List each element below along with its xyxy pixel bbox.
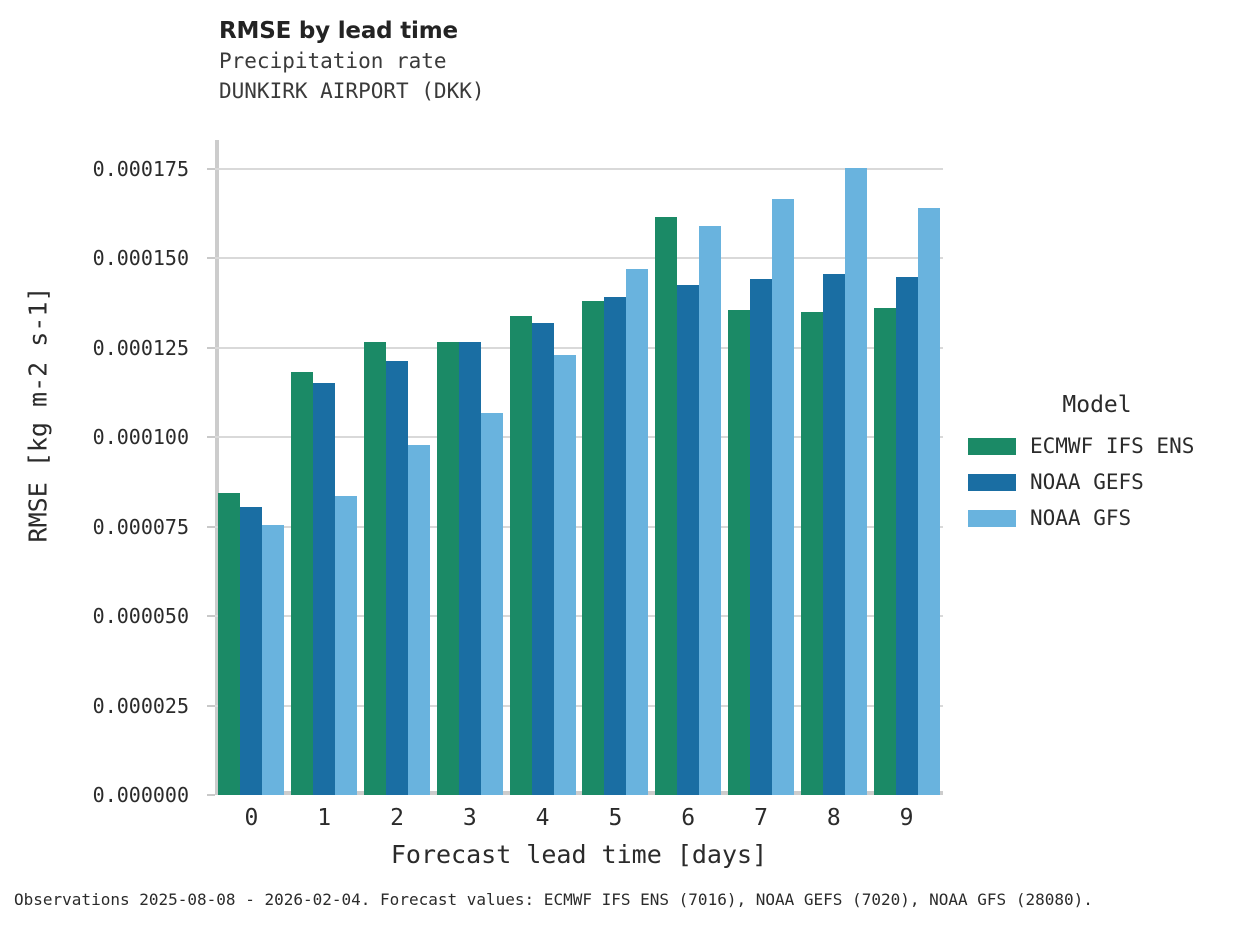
bar[interactable] xyxy=(436,341,459,795)
bar-group xyxy=(361,140,434,795)
bar-group xyxy=(579,140,652,795)
legend: Model ECMWF IFS ENS NOAA GEFS NOAA GFS xyxy=(968,392,1233,536)
bar-group xyxy=(870,140,943,795)
bar[interactable] xyxy=(822,273,845,795)
bar[interactable] xyxy=(917,208,940,795)
bar[interactable] xyxy=(553,355,576,795)
bar[interactable] xyxy=(749,278,772,795)
x-axis-tick-label: 2 xyxy=(390,805,404,831)
bar[interactable] xyxy=(655,217,678,795)
y-axis-tick xyxy=(207,525,215,528)
bar-group xyxy=(215,140,288,795)
bar[interactable] xyxy=(727,309,750,795)
y-axis-tick-label: 0.000050 xyxy=(92,604,189,629)
y-axis-tick-label: 0.000075 xyxy=(92,514,189,539)
legend-swatch-icon xyxy=(968,473,1016,491)
plot-area xyxy=(207,140,943,796)
gridline xyxy=(215,525,943,528)
bar[interactable] xyxy=(699,225,722,795)
y-axis-tick xyxy=(207,615,215,618)
x-axis-tick-label: 8 xyxy=(826,805,841,831)
bar-group xyxy=(506,140,579,795)
x-axis-tick-label: 7 xyxy=(754,805,768,831)
bar[interactable] xyxy=(363,342,386,795)
y-axis-tick-label: 0.000025 xyxy=(92,693,189,718)
y-axis-tick xyxy=(207,346,215,349)
bar[interactable] xyxy=(480,412,503,795)
bar[interactable] xyxy=(626,268,649,795)
x-axis-tick-label: 0 xyxy=(244,805,259,831)
legend-item-label: ECMWF IFS ENS xyxy=(1030,434,1195,458)
x-axis-tick-label: 4 xyxy=(535,805,550,831)
y-axis-tick-label: 0.000000 xyxy=(92,783,189,807)
bar[interactable] xyxy=(677,285,700,795)
chart-subtitle-station: DUNKIRK AIRPORT (DKK) xyxy=(219,79,485,103)
bar[interactable] xyxy=(604,296,627,795)
y-axis-tick-label: 0.000125 xyxy=(92,335,189,360)
legend-item-label: NOAA GEFS xyxy=(1030,470,1144,494)
bar[interactable] xyxy=(531,322,554,795)
legend-item[interactable]: ECMWF IFS ENS xyxy=(968,428,1233,464)
legend-item[interactable]: NOAA GEFS xyxy=(968,464,1233,500)
legend-item[interactable]: NOAA GFS xyxy=(968,500,1233,536)
x-axis-tick-label: 1 xyxy=(317,805,332,831)
bar[interactable] xyxy=(800,311,823,795)
bar-group xyxy=(433,140,506,795)
bar[interactable] xyxy=(771,199,794,795)
bar-group xyxy=(652,140,725,795)
gridline xyxy=(215,257,943,260)
y-axis-tick xyxy=(207,436,215,439)
chart-subtitle-variable: Precipitation rate xyxy=(219,49,447,73)
x-axis-tick-label: 6 xyxy=(681,805,696,831)
gridline xyxy=(215,436,943,439)
gridline xyxy=(215,346,943,349)
bar[interactable] xyxy=(895,277,918,795)
gridline xyxy=(215,167,943,170)
legend-swatch-icon xyxy=(968,437,1016,455)
bar[interactable] xyxy=(844,167,867,795)
bar[interactable] xyxy=(240,506,263,795)
x-axis-line xyxy=(215,791,943,795)
bar-group xyxy=(797,140,870,795)
gridline xyxy=(215,615,943,618)
page-title: RMSE by lead time xyxy=(219,18,458,44)
bar-group xyxy=(288,140,361,795)
y-axis-tick xyxy=(207,257,215,260)
bar[interactable] xyxy=(262,524,285,795)
y-axis-tick xyxy=(207,167,215,170)
bar[interactable] xyxy=(582,301,605,795)
legend-title: Model xyxy=(1062,392,1132,418)
y-axis-tick-label: 0.000150 xyxy=(92,246,189,271)
y-axis-tick xyxy=(207,704,215,707)
bar[interactable] xyxy=(458,341,481,795)
x-axis-tick-label: 5 xyxy=(608,805,623,831)
bar[interactable] xyxy=(291,372,314,795)
bar[interactable] xyxy=(407,445,430,795)
bar[interactable] xyxy=(335,495,358,795)
gridline xyxy=(215,704,943,707)
y-axis-line xyxy=(215,140,219,795)
footer-note: Observations 2025-08-08 - 2026-02-04. Fo… xyxy=(14,890,1093,909)
title-block: RMSE by lead time Precipitation rate DUN… xyxy=(219,16,485,106)
x-axis-tick-label: 9 xyxy=(899,805,914,831)
bar[interactable] xyxy=(385,361,408,795)
bar[interactable] xyxy=(509,316,532,795)
legend-swatch-icon xyxy=(968,509,1016,527)
bar[interactable] xyxy=(313,382,336,795)
y-axis-title: RMSE [kg m-2 s-1] xyxy=(23,286,53,543)
y-axis-tick-label: 0.000175 xyxy=(92,156,189,181)
y-axis-tick-label: 0.000100 xyxy=(92,425,189,450)
y-axis-tick xyxy=(207,794,215,796)
bar-group xyxy=(725,140,798,795)
bar[interactable] xyxy=(218,492,241,795)
x-axis-tick-label: 3 xyxy=(462,805,477,831)
legend-item-label: NOAA GFS xyxy=(1030,506,1132,530)
bar[interactable] xyxy=(873,307,896,795)
x-axis-title: Forecast lead time [days] xyxy=(390,840,768,869)
